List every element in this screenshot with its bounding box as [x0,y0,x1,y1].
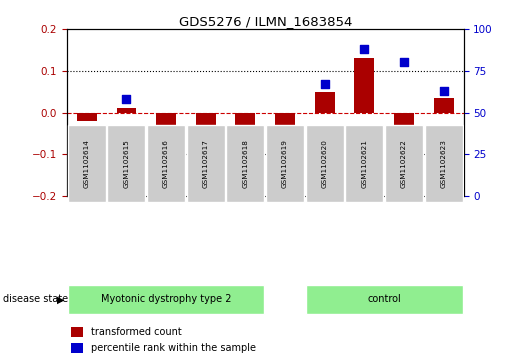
Point [400,60,408,65]
Bar [71,343,83,354]
Text: GSM1102617: GSM1102617 [203,139,209,188]
Text: control: control [367,294,401,305]
Bar [187,125,225,202]
Text: GSM1102621: GSM1102621 [362,139,367,188]
Text: transformed count: transformed count [91,327,181,337]
Text: disease state: disease state [3,294,67,305]
Bar [77,113,97,121]
Bar [68,125,106,202]
Bar [306,125,344,202]
Text: GSM1102614: GSM1102614 [84,139,90,188]
Bar [156,113,176,133]
Text: GSM1102616: GSM1102616 [163,139,169,188]
Text: ▶: ▶ [57,294,64,305]
Text: GSM1102623: GSM1102623 [441,139,447,188]
Bar [147,125,185,202]
Bar [315,91,335,113]
Bar [71,327,83,338]
Text: GSM1102619: GSM1102619 [282,139,288,188]
Text: Myotonic dystrophy type 2: Myotonic dystrophy type 2 [101,294,231,305]
Bar [354,58,374,113]
Title: GDS5276 / ILMN_1683854: GDS5276 / ILMN_1683854 [179,15,352,28]
Text: GSM1102622: GSM1102622 [401,139,407,188]
Bar [108,125,145,202]
Point [82,131,91,137]
Bar [385,125,423,202]
Point [440,88,448,94]
Point [320,81,329,87]
Bar [235,113,255,188]
Point [123,96,131,102]
Bar [227,125,264,202]
Point [202,173,210,179]
Point [360,46,369,52]
Text: GSM1102620: GSM1102620 [322,139,328,188]
Bar [266,125,304,202]
Bar [425,125,462,202]
Bar [116,108,136,113]
Text: GSM1102618: GSM1102618 [243,139,248,188]
Text: GSM1102615: GSM1102615 [124,139,129,188]
Bar [306,285,462,314]
Point [281,173,289,179]
Bar [68,285,264,314]
Text: percentile rank within the sample: percentile rank within the sample [91,343,256,353]
Bar [394,113,414,152]
Point [241,176,249,182]
Bar [434,98,454,113]
Bar [346,125,383,202]
Bar [196,113,216,144]
Bar [275,113,295,173]
Point [162,156,170,162]
